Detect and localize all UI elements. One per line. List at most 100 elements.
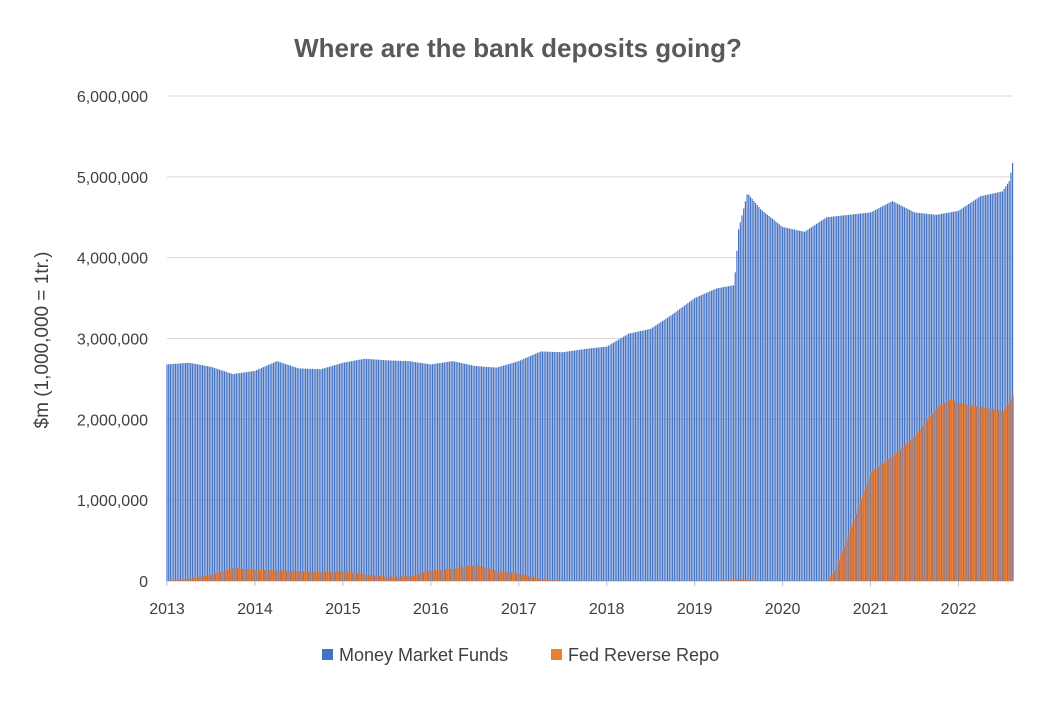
bar-fed-reverse-repo [867,481,869,581]
bar-money-market-funds [242,372,244,581]
bar-fed-reverse-repo [373,575,375,581]
bar-fed-reverse-repo [975,406,977,581]
bar-money-market-funds [947,212,949,581]
bar-money-market-funds [519,360,522,581]
bar-fed-reverse-repo [407,576,409,581]
bar-money-market-funds [978,197,980,581]
bar-money-market-funds [841,215,843,581]
bar-fed-reverse-repo [346,571,348,581]
bar-money-market-funds [291,366,293,581]
bar-money-market-funds [360,359,363,581]
bar-fed-reverse-repo [481,566,483,581]
bar-fed-reverse-repo [938,406,940,581]
bar-fed-reverse-repo [889,458,891,581]
bar-fed-reverse-repo [882,463,884,581]
bar-fed-reverse-repo [860,499,862,581]
bar-money-market-funds [917,212,919,581]
bar-money-market-funds [338,363,341,581]
bar-money-market-funds [714,289,716,581]
bar-fed-reverse-repo [473,565,475,581]
bar-money-market-funds [573,350,576,581]
bar-money-market-funds [288,365,290,581]
bar-money-market-funds [477,366,479,581]
bar-money-market-funds [200,364,202,581]
bar-fed-reverse-repo [459,567,461,581]
bar-fed-reverse-repo [953,400,955,581]
bar-fed-reverse-repo [273,570,275,581]
bar-fed-reverse-repo [466,566,468,581]
bar-fed-reverse-repo [731,579,734,581]
bar-fed-reverse-repo [895,452,898,581]
bar-fed-reverse-repo [464,566,466,581]
bar-money-market-funds [470,365,473,581]
bar-money-market-funds [688,301,691,581]
bar-money-market-funds [480,366,483,581]
bar-fed-reverse-repo [474,564,476,581]
bar-fed-reverse-repo [997,410,999,581]
bar-money-market-funds [665,318,667,581]
bar-fed-reverse-repo [963,404,965,581]
bar-money-market-funds [839,215,841,581]
bar-money-market-funds [501,366,503,581]
bar-money-market-funds [883,205,885,581]
bar-money-market-funds [458,362,461,581]
bar-fed-reverse-repo [366,574,368,581]
bar-money-market-funds [433,363,435,581]
bar-money-market-funds [567,351,569,581]
bar-money-market-funds [538,352,540,581]
bar-fed-reverse-repo [982,407,984,581]
bar-money-market-funds [546,351,549,581]
bar-money-market-funds [956,211,958,581]
bar-money-market-funds [942,213,944,581]
bar-fed-reverse-repo [200,576,203,581]
bar-money-market-funds [315,369,317,581]
bar-fed-reverse-repo [868,476,871,581]
bar-money-market-funds [918,212,921,582]
bar-money-market-funds [374,359,376,581]
bar-money-market-funds [672,314,674,581]
bar-fed-reverse-repo [848,532,850,581]
bar-money-market-funds [256,370,258,581]
bar-money-market-funds [232,374,234,581]
bar-money-market-funds [932,214,934,582]
bar-fed-reverse-repo [403,576,405,581]
bar-money-market-funds [431,364,434,581]
bar-fed-reverse-repo [988,408,991,581]
bar-money-market-funds [853,214,855,581]
bar-money-market-funds [721,287,723,581]
x-tick-label: 2022 [941,601,977,618]
bar-money-market-funds [976,198,978,581]
bar-fed-reverse-repo [1010,398,1013,581]
bar-fed-reverse-repo [977,406,979,581]
bar-fed-reverse-repo [512,572,514,581]
bar-money-market-funds [342,362,344,581]
bar-money-market-funds [376,359,378,581]
y-tick-label: 4,000,000 [77,251,148,268]
bar-fed-reverse-repo [397,576,399,581]
bar-money-market-funds [435,363,437,581]
bar-money-market-funds [885,204,887,582]
bar-money-market-funds [377,359,379,581]
bar-money-market-funds [217,369,219,581]
bar-money-market-funds [294,367,297,581]
bar-fed-reverse-repo [941,404,943,581]
bar-money-market-funds [371,359,373,581]
bar-fed-reverse-repo [931,413,933,581]
bar-money-market-funds [369,359,371,581]
bar-money-market-funds [580,349,582,581]
bar-fed-reverse-repo [388,576,390,581]
bar-money-market-funds [496,367,498,581]
bar-fed-reverse-repo [916,433,918,581]
bar-money-market-funds [787,228,789,582]
bar-money-market-funds [286,364,288,581]
bar-fed-reverse-repo [853,518,855,581]
bar-fed-reverse-repo [878,465,881,581]
bar-money-market-funds [579,349,581,581]
bar-fed-reverse-repo [978,406,980,581]
bar-money-market-funds [639,331,642,581]
bar-money-market-funds [930,214,933,581]
bar-fed-reverse-repo [863,490,865,581]
bar-fed-reverse-repo [265,570,267,581]
bar-fed-reverse-repo [197,577,199,581]
